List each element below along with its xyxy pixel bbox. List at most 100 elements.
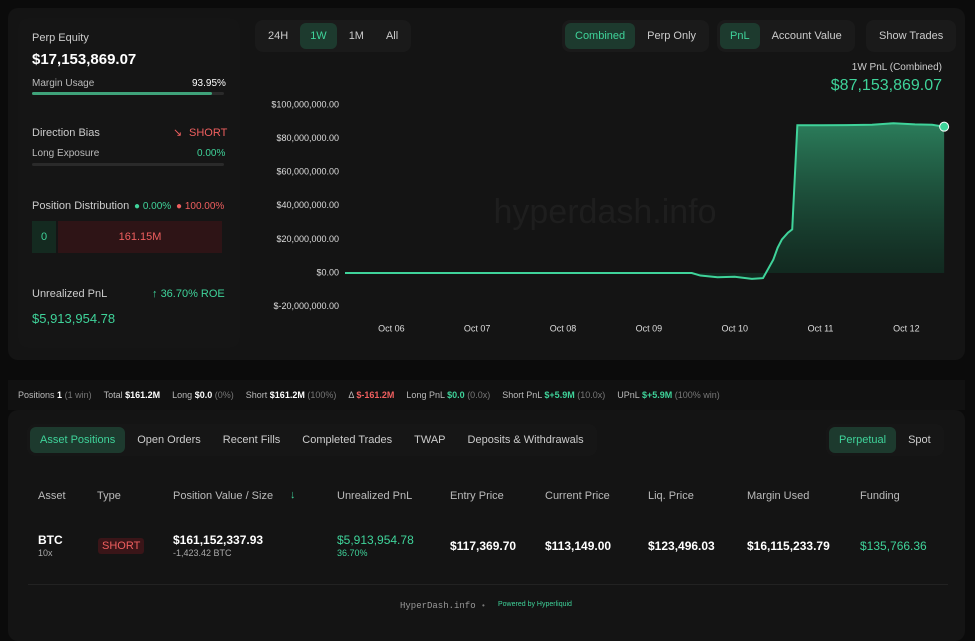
chart: hyperdash.info $100,000,000.00 $80,000,00…	[271, 99, 950, 333]
tab[interactable]: 24H	[268, 30, 289, 42]
stat-note: (10.0x)	[577, 390, 606, 400]
stat-label: Total	[103, 390, 123, 400]
x-tick-label: Oct 11	[808, 323, 834, 333]
show-trades: Show Trades	[866, 20, 957, 52]
tab[interactable]: All	[385, 30, 399, 42]
label: Position Distribution	[32, 200, 130, 212]
value: ● 0.00%	[134, 201, 172, 212]
dot: •	[482, 601, 485, 610]
size: -1,423.42 BTC	[173, 548, 232, 558]
tab[interactable]: Open Orders	[137, 434, 201, 446]
value: $17,153,869.07	[32, 51, 137, 68]
metric-tabs: PnL Account Value	[717, 20, 855, 52]
pnl-pct: 36.70%	[337, 548, 368, 558]
tab[interactable]: Deposits & Withdrawals	[467, 434, 584, 446]
stat-label: Short	[245, 390, 268, 400]
stat: UPnL $+5.9M (100% win)	[617, 390, 720, 400]
column-header: Entry Price	[450, 490, 504, 502]
position-value: $161,152,337.93	[173, 533, 264, 547]
margin: $16,115,233.79	[747, 539, 830, 553]
y-tick-label: $60,000,000.00	[276, 167, 339, 177]
area	[345, 123, 945, 279]
tab[interactable]: Account Value	[771, 30, 842, 42]
line	[345, 122, 945, 280]
tab[interactable]: TWAP	[414, 434, 446, 446]
value: 100.00%	[184, 201, 225, 212]
tabs: Asset Positions Open Orders Recent Fills Co…	[27, 424, 597, 456]
y-tick-label: $20,000,000.00	[276, 234, 339, 244]
type-badge: SHORT	[98, 538, 145, 554]
stat: Short PnL $+5.9M (10.0x)	[502, 390, 605, 400]
button[interactable]: Show Trades	[879, 30, 944, 42]
icon: ↘	[173, 127, 183, 139]
divider	[28, 584, 948, 585]
x-tick-label: Oct 07	[464, 323, 491, 333]
value: ● 100.00%	[176, 201, 225, 212]
entry: $117,369.70	[450, 539, 517, 553]
funding: $135,766.36	[860, 539, 927, 553]
value: 0.00%	[197, 148, 226, 159]
stat: Short $161.2M (100%)	[246, 390, 337, 400]
tab[interactable]: Spot	[908, 434, 931, 446]
stats-bar: Positions 1 (1 win) Total $161.2M Long $0.…	[8, 380, 965, 410]
tab[interactable]: 1M	[348, 30, 364, 42]
stat-value: $0.0	[447, 390, 465, 400]
stat-label: UPnL	[617, 390, 640, 400]
tab[interactable]: 1W	[300, 23, 337, 49]
column-header: Position Value / Size	[173, 490, 274, 502]
stat-value: $+5.9M	[544, 390, 575, 400]
column-header: Liq. Price	[648, 490, 694, 502]
y-tick-label: $80,000,000.00	[276, 133, 339, 143]
stat-value: $161.2M	[125, 390, 161, 400]
y-tick-label: $-20,000,000.00	[273, 301, 339, 311]
tab[interactable]: Perp Only	[647, 30, 697, 42]
x-tick-label: Oct 08	[550, 323, 577, 333]
value: 36.70% ROE	[160, 288, 225, 300]
stat-note: (1 win)	[64, 390, 92, 400]
stat-label: Short PnL	[502, 390, 542, 400]
stat-note: (100%)	[307, 390, 337, 400]
x-tick-label: Oct 10	[721, 323, 748, 333]
bar-track	[32, 163, 224, 166]
stat: Total $161.2M	[104, 390, 161, 400]
column-header: Unrealized PnL	[337, 490, 413, 502]
chart-subtitle: $87,153,869.07	[830, 77, 942, 94]
tab[interactable]: Combined	[565, 23, 636, 49]
x-tick-label: Oct 06	[378, 323, 405, 333]
sort-icon: ↓	[290, 489, 296, 501]
bar-track	[32, 92, 224, 95]
footer-powered: Powered by Hyperliquid	[498, 601, 572, 608]
x-tick-label: Oct 09	[636, 323, 663, 333]
tab[interactable]: Recent Fills	[222, 434, 281, 446]
pnl: $5,913,954.78	[337, 533, 414, 547]
current: $113,149.00	[545, 539, 612, 553]
tab[interactable]: Asset Positions	[30, 427, 126, 453]
short-box: 161.15M	[58, 221, 222, 253]
stat-note: (100% win)	[674, 390, 720, 400]
stat: Long $0.0 (0%)	[172, 390, 234, 400]
value: SHORT	[189, 127, 228, 139]
footer-site: HyperDash.info	[400, 601, 476, 611]
end-point	[939, 121, 950, 132]
stat-note: (0.0x)	[467, 390, 491, 400]
column-header: Asset	[38, 490, 66, 502]
stat-value: $-161.2M	[356, 390, 395, 400]
tab[interactable]: Perpetual	[829, 427, 897, 453]
mode-tabs: Combined Perp Only	[562, 20, 710, 52]
stat-label: Long	[172, 390, 193, 400]
stat-label: Long PnL	[406, 390, 445, 400]
column-header: Current Price	[545, 490, 610, 502]
y-tick-label: $0.00	[316, 267, 339, 277]
column-header: Type	[97, 490, 121, 502]
stat-value: 1	[57, 390, 63, 400]
label: Perp Equity	[32, 32, 89, 44]
stat-note: (0%)	[214, 390, 234, 400]
roe: ↑ 36.70% ROE	[152, 288, 225, 300]
stat-value: $0.0	[194, 390, 213, 400]
stat: Positions 1 (1 win)	[18, 390, 92, 400]
label: Long Exposure	[32, 148, 100, 159]
tab[interactable]: PnL	[720, 23, 760, 49]
tab[interactable]: Completed Trades	[302, 434, 393, 446]
column-header: Funding	[860, 490, 900, 502]
